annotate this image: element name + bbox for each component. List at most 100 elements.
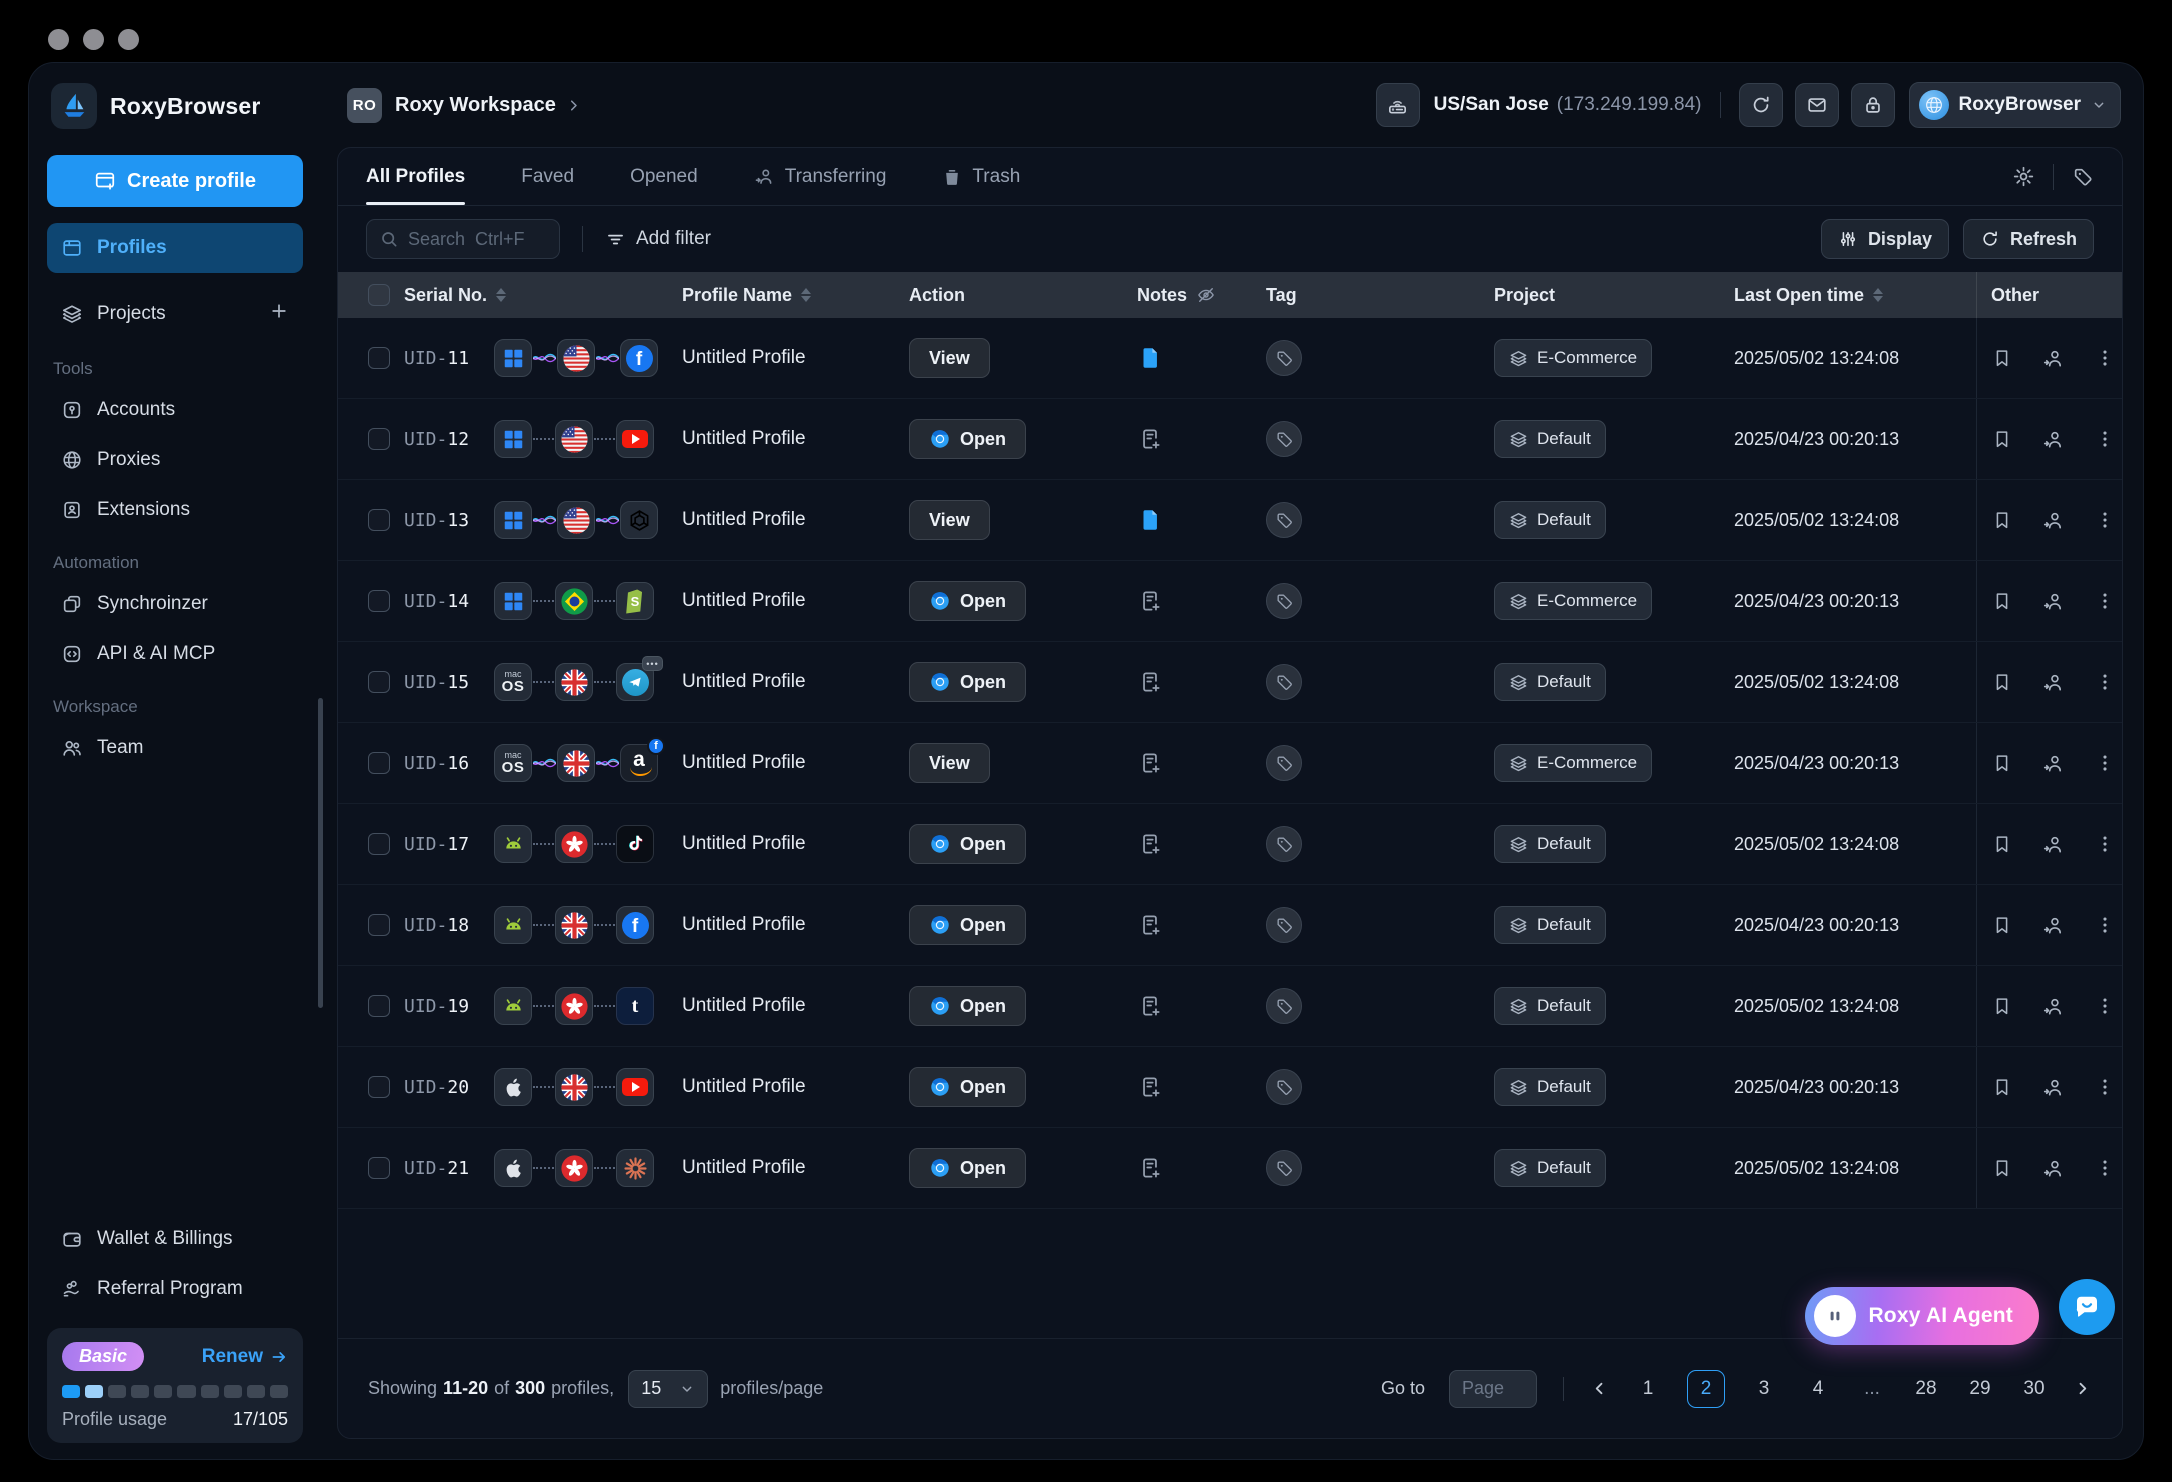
display-button[interactable]: Display — [1821, 219, 1949, 259]
project-chip[interactable]: Default — [1494, 987, 1606, 1025]
sidebar-item-extensions[interactable]: Extensions — [47, 487, 303, 533]
add-note-icon[interactable] — [1137, 750, 1163, 776]
sidebar-item-proxies[interactable]: Proxies — [47, 437, 303, 483]
prev-page-icon[interactable] — [1590, 1379, 1609, 1398]
open-profile-button[interactable]: Open — [909, 905, 1026, 945]
workspace-avatar[interactable]: RO — [347, 88, 382, 123]
sidebar-item-accounts[interactable]: Accounts — [47, 387, 303, 433]
row-checkbox[interactable] — [368, 1076, 390, 1098]
row-menu-button[interactable] — [2094, 671, 2116, 693]
table-row[interactable]: UID-21 Untitled Profile Open Default 202… — [338, 1128, 2122, 1209]
add-filter-button[interactable]: Add filter — [605, 228, 711, 250]
tab-faved[interactable]: Faved — [521, 148, 574, 205]
row-checkbox[interactable] — [368, 671, 390, 693]
add-tag-button[interactable] — [1266, 1150, 1302, 1186]
table-row[interactable]: UID-12 Untitled Profile Open Default 202… — [338, 399, 2122, 480]
tab-transferring[interactable]: Transferring — [754, 148, 887, 205]
project-chip[interactable]: Default — [1494, 663, 1606, 701]
sidebar-item-team[interactable]: Team — [47, 725, 303, 771]
chevron-right-icon[interactable] — [565, 97, 582, 114]
window-controls[interactable] — [48, 29, 139, 50]
page-size-select[interactable]: 15 — [628, 1370, 708, 1408]
bookmark-button[interactable] — [1991, 428, 2013, 450]
add-tag-button[interactable] — [1266, 583, 1302, 619]
row-menu-button[interactable] — [2094, 833, 2116, 855]
eye-off-icon[interactable] — [1196, 285, 1216, 305]
transfer-button[interactable] — [2042, 914, 2065, 937]
add-note-icon[interactable] — [1137, 1155, 1163, 1181]
notes-cell[interactable] — [1137, 507, 1163, 533]
account-menu[interactable]: RoxyBrowser — [1909, 82, 2122, 128]
transfer-button[interactable] — [2042, 995, 2065, 1018]
row-menu-button[interactable] — [2094, 590, 2116, 612]
sort-icon[interactable] — [801, 288, 811, 302]
renew-link[interactable]: Renew — [202, 1346, 288, 1368]
tab-trash[interactable]: Trash — [942, 148, 1020, 205]
open-profile-button[interactable]: Open — [909, 1067, 1026, 1107]
project-chip[interactable]: Default — [1494, 501, 1606, 539]
search-box[interactable] — [366, 219, 560, 259]
open-profile-button[interactable]: Open — [909, 419, 1026, 459]
add-note-icon[interactable] — [1137, 1074, 1163, 1100]
inbox-button[interactable] — [1795, 83, 1839, 127]
transfer-button[interactable] — [2042, 1076, 2065, 1099]
bookmark-button[interactable] — [1991, 347, 2013, 369]
page-number-4[interactable]: 4 — [1803, 1378, 1833, 1400]
next-page-icon[interactable] — [2073, 1379, 2092, 1398]
table-row[interactable]: UID-11 f Untitled Profile View E-Commerc… — [338, 318, 2122, 399]
project-chip[interactable]: Default — [1494, 1149, 1606, 1187]
bookmark-button[interactable] — [1991, 833, 2013, 855]
bookmark-button[interactable] — [1991, 509, 2013, 531]
row-checkbox[interactable] — [368, 428, 390, 450]
tab-opened[interactable]: Opened — [630, 148, 698, 205]
page-number-1[interactable]: 1 — [1633, 1378, 1663, 1400]
table-row[interactable]: UID-15 macOS ••• Untitled Profile Open D… — [338, 642, 2122, 723]
workspace-name[interactable]: Roxy Workspace — [395, 94, 556, 117]
project-chip[interactable]: Default — [1494, 906, 1606, 944]
project-chip[interactable]: E-Commerce — [1494, 339, 1652, 377]
notes-cell[interactable] — [1137, 750, 1163, 776]
row-menu-button[interactable] — [2094, 347, 2116, 369]
refresh-button[interactable]: Refresh — [1963, 219, 2094, 259]
add-tag-button[interactable] — [1266, 907, 1302, 943]
roxy-ai-agent-button[interactable]: Roxy AI Agent — [1805, 1287, 2039, 1345]
transfer-button[interactable] — [2042, 671, 2065, 694]
bookmark-button[interactable] — [1991, 914, 2013, 936]
table-row[interactable]: UID-17 Untitled Profile Open Default 202… — [338, 804, 2122, 885]
window-dot[interactable] — [83, 29, 104, 50]
table-row[interactable]: UID-14 S Untitled Profile Open E-Commerc… — [338, 561, 2122, 642]
page-number-28[interactable]: 28 — [1911, 1378, 1941, 1400]
tab-all-profiles[interactable]: All Profiles — [366, 148, 465, 205]
notes-cell[interactable] — [1137, 831, 1163, 857]
notes-cell[interactable] — [1137, 912, 1163, 938]
add-note-icon[interactable] — [1137, 588, 1163, 614]
note-icon[interactable] — [1137, 507, 1163, 533]
transfer-button[interactable] — [2042, 509, 2065, 532]
row-menu-button[interactable] — [2094, 428, 2116, 450]
bookmark-button[interactable] — [1991, 671, 2013, 693]
open-profile-button[interactable]: Open — [909, 986, 1026, 1026]
row-checkbox[interactable] — [368, 914, 390, 936]
bookmark-button[interactable] — [1991, 590, 2013, 612]
sidebar-item-projects[interactable]: Projects — [47, 289, 303, 339]
column-last-open[interactable]: Last Open time — [1734, 285, 1864, 306]
add-note-icon[interactable] — [1137, 426, 1163, 452]
transfer-button[interactable] — [2042, 1157, 2065, 1180]
add-note-icon[interactable] — [1137, 831, 1163, 857]
add-note-icon[interactable] — [1137, 912, 1163, 938]
sidebar-item-synchroinzer[interactable]: Synchroinzer — [47, 581, 303, 627]
row-menu-button[interactable] — [2094, 1076, 2116, 1098]
open-profile-button[interactable]: Open — [909, 1148, 1026, 1188]
add-note-icon[interactable] — [1137, 993, 1163, 1019]
add-tag-button[interactable] — [1266, 1069, 1302, 1105]
add-tag-button[interactable] — [1266, 745, 1302, 781]
row-menu-button[interactable] — [2094, 509, 2116, 531]
notes-cell[interactable] — [1137, 669, 1163, 695]
row-menu-button[interactable] — [2094, 752, 2116, 774]
row-menu-button[interactable] — [2094, 914, 2116, 936]
open-profile-button[interactable]: Open — [909, 581, 1026, 621]
window-dot[interactable] — [118, 29, 139, 50]
note-icon[interactable] — [1137, 345, 1163, 371]
transfer-button[interactable] — [2042, 752, 2065, 775]
row-menu-button[interactable] — [2094, 1157, 2116, 1179]
